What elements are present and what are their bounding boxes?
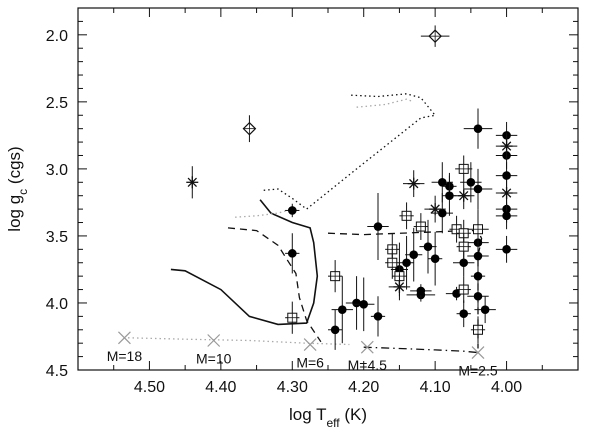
filled-circle-point	[367, 193, 389, 261]
filled-circle-point	[285, 233, 300, 274]
track-dotted-line	[235, 208, 293, 218]
x-tick-label: 4.40	[205, 379, 236, 396]
y-tick-label: 3.0	[46, 162, 68, 179]
track-dotted-line	[356, 98, 414, 108]
open-square-point	[456, 233, 471, 261]
filled-circle-point	[474, 296, 496, 324]
filled-circle-point	[419, 219, 437, 274]
filled-circle-point	[345, 276, 368, 330]
filled-circle-point	[428, 231, 443, 286]
track-solid-line	[170, 199, 319, 326]
y-axis-title-unit: (cgs)	[5, 146, 24, 189]
x-tick-label: 4.20	[348, 379, 379, 396]
x-tick-label: 4.50	[134, 379, 165, 396]
filled-circle-point	[399, 235, 414, 290]
zams-cross-marker	[303, 338, 317, 351]
zams-cross-marker	[360, 340, 374, 354]
diamond-point	[420, 25, 450, 47]
filled-circle-point	[456, 300, 471, 328]
y-tick-label: 2.5	[46, 95, 68, 112]
mass-label: M=4.5	[348, 357, 388, 373]
open-square-point	[456, 276, 471, 303]
filled-circle-point	[495, 202, 518, 230]
open-square-point	[385, 246, 400, 279]
x-tick-label: 4.00	[491, 379, 522, 396]
zams-cross-marker	[471, 346, 485, 359]
mass-labels: M=18 M=10 M=6 M=4.5 M=2.5	[107, 348, 498, 379]
x-axis-title-main: log T	[289, 405, 327, 424]
filled-circle-point	[370, 296, 386, 337]
open-square-point	[455, 155, 473, 183]
filled-circle-point	[405, 227, 423, 282]
mass-label: M=18	[107, 348, 143, 364]
open-square-point	[328, 260, 343, 293]
x-axis-title: log Teff (K)	[289, 405, 367, 430]
star-point	[453, 182, 475, 210]
star-point	[403, 170, 425, 198]
data-points	[186, 25, 518, 350]
axis-ticks: 4.50 4.40 4.30 4.20 4.10 4.00 2.0 2.5 3.0 3.5 4.0 4…	[46, 7, 578, 396]
model-tracks	[118, 93, 485, 359]
y-tick-label: 3.5	[46, 229, 68, 246]
y-axis-title-main: log g	[5, 195, 24, 232]
filled-circle-point	[331, 276, 353, 344]
y-axis-title: log gc (cgs)	[5, 146, 30, 231]
x-tick-label: 4.10	[420, 379, 451, 396]
star-point	[495, 132, 518, 160]
mass-label: M=6	[296, 355, 324, 371]
y-tick-label: 4.0	[46, 296, 68, 313]
star-point	[388, 273, 411, 301]
open-square-point	[470, 316, 486, 344]
filled-circle-point	[495, 235, 518, 263]
y-axis-title-sub: c	[16, 189, 30, 195]
filled-circle-point	[285, 203, 300, 218]
star-point	[495, 179, 518, 207]
open-square-point	[467, 209, 489, 250]
x-tick-label: 4.30	[277, 379, 308, 396]
zams-cross-marker	[207, 334, 221, 347]
filled-circle-point	[495, 162, 518, 189]
mass-label: M=10	[196, 351, 232, 367]
x-axis-title-unit: (K)	[340, 405, 367, 424]
filled-circle-point	[328, 309, 343, 350]
x-axis-title-sub: eff	[326, 416, 340, 430]
star-point	[186, 166, 199, 199]
open-square-point	[399, 202, 414, 230]
track-dotted-line	[263, 93, 437, 210]
open-square-point	[285, 301, 300, 334]
diamond-point	[242, 115, 257, 143]
open-square-point	[413, 213, 428, 240]
star-point	[424, 195, 446, 223]
track-dashed-line	[227, 227, 322, 343]
track-dashdot-line	[363, 346, 479, 354]
filled-circle-point	[410, 284, 432, 298]
filled-circle-point	[463, 168, 493, 210]
filled-circle-point	[353, 277, 375, 332]
filled-circle-point	[463, 108, 493, 149]
y-tick-label: 4.5	[46, 363, 68, 380]
zams-cross-marker	[118, 331, 131, 345]
y-tick-label: 2.0	[46, 28, 68, 45]
